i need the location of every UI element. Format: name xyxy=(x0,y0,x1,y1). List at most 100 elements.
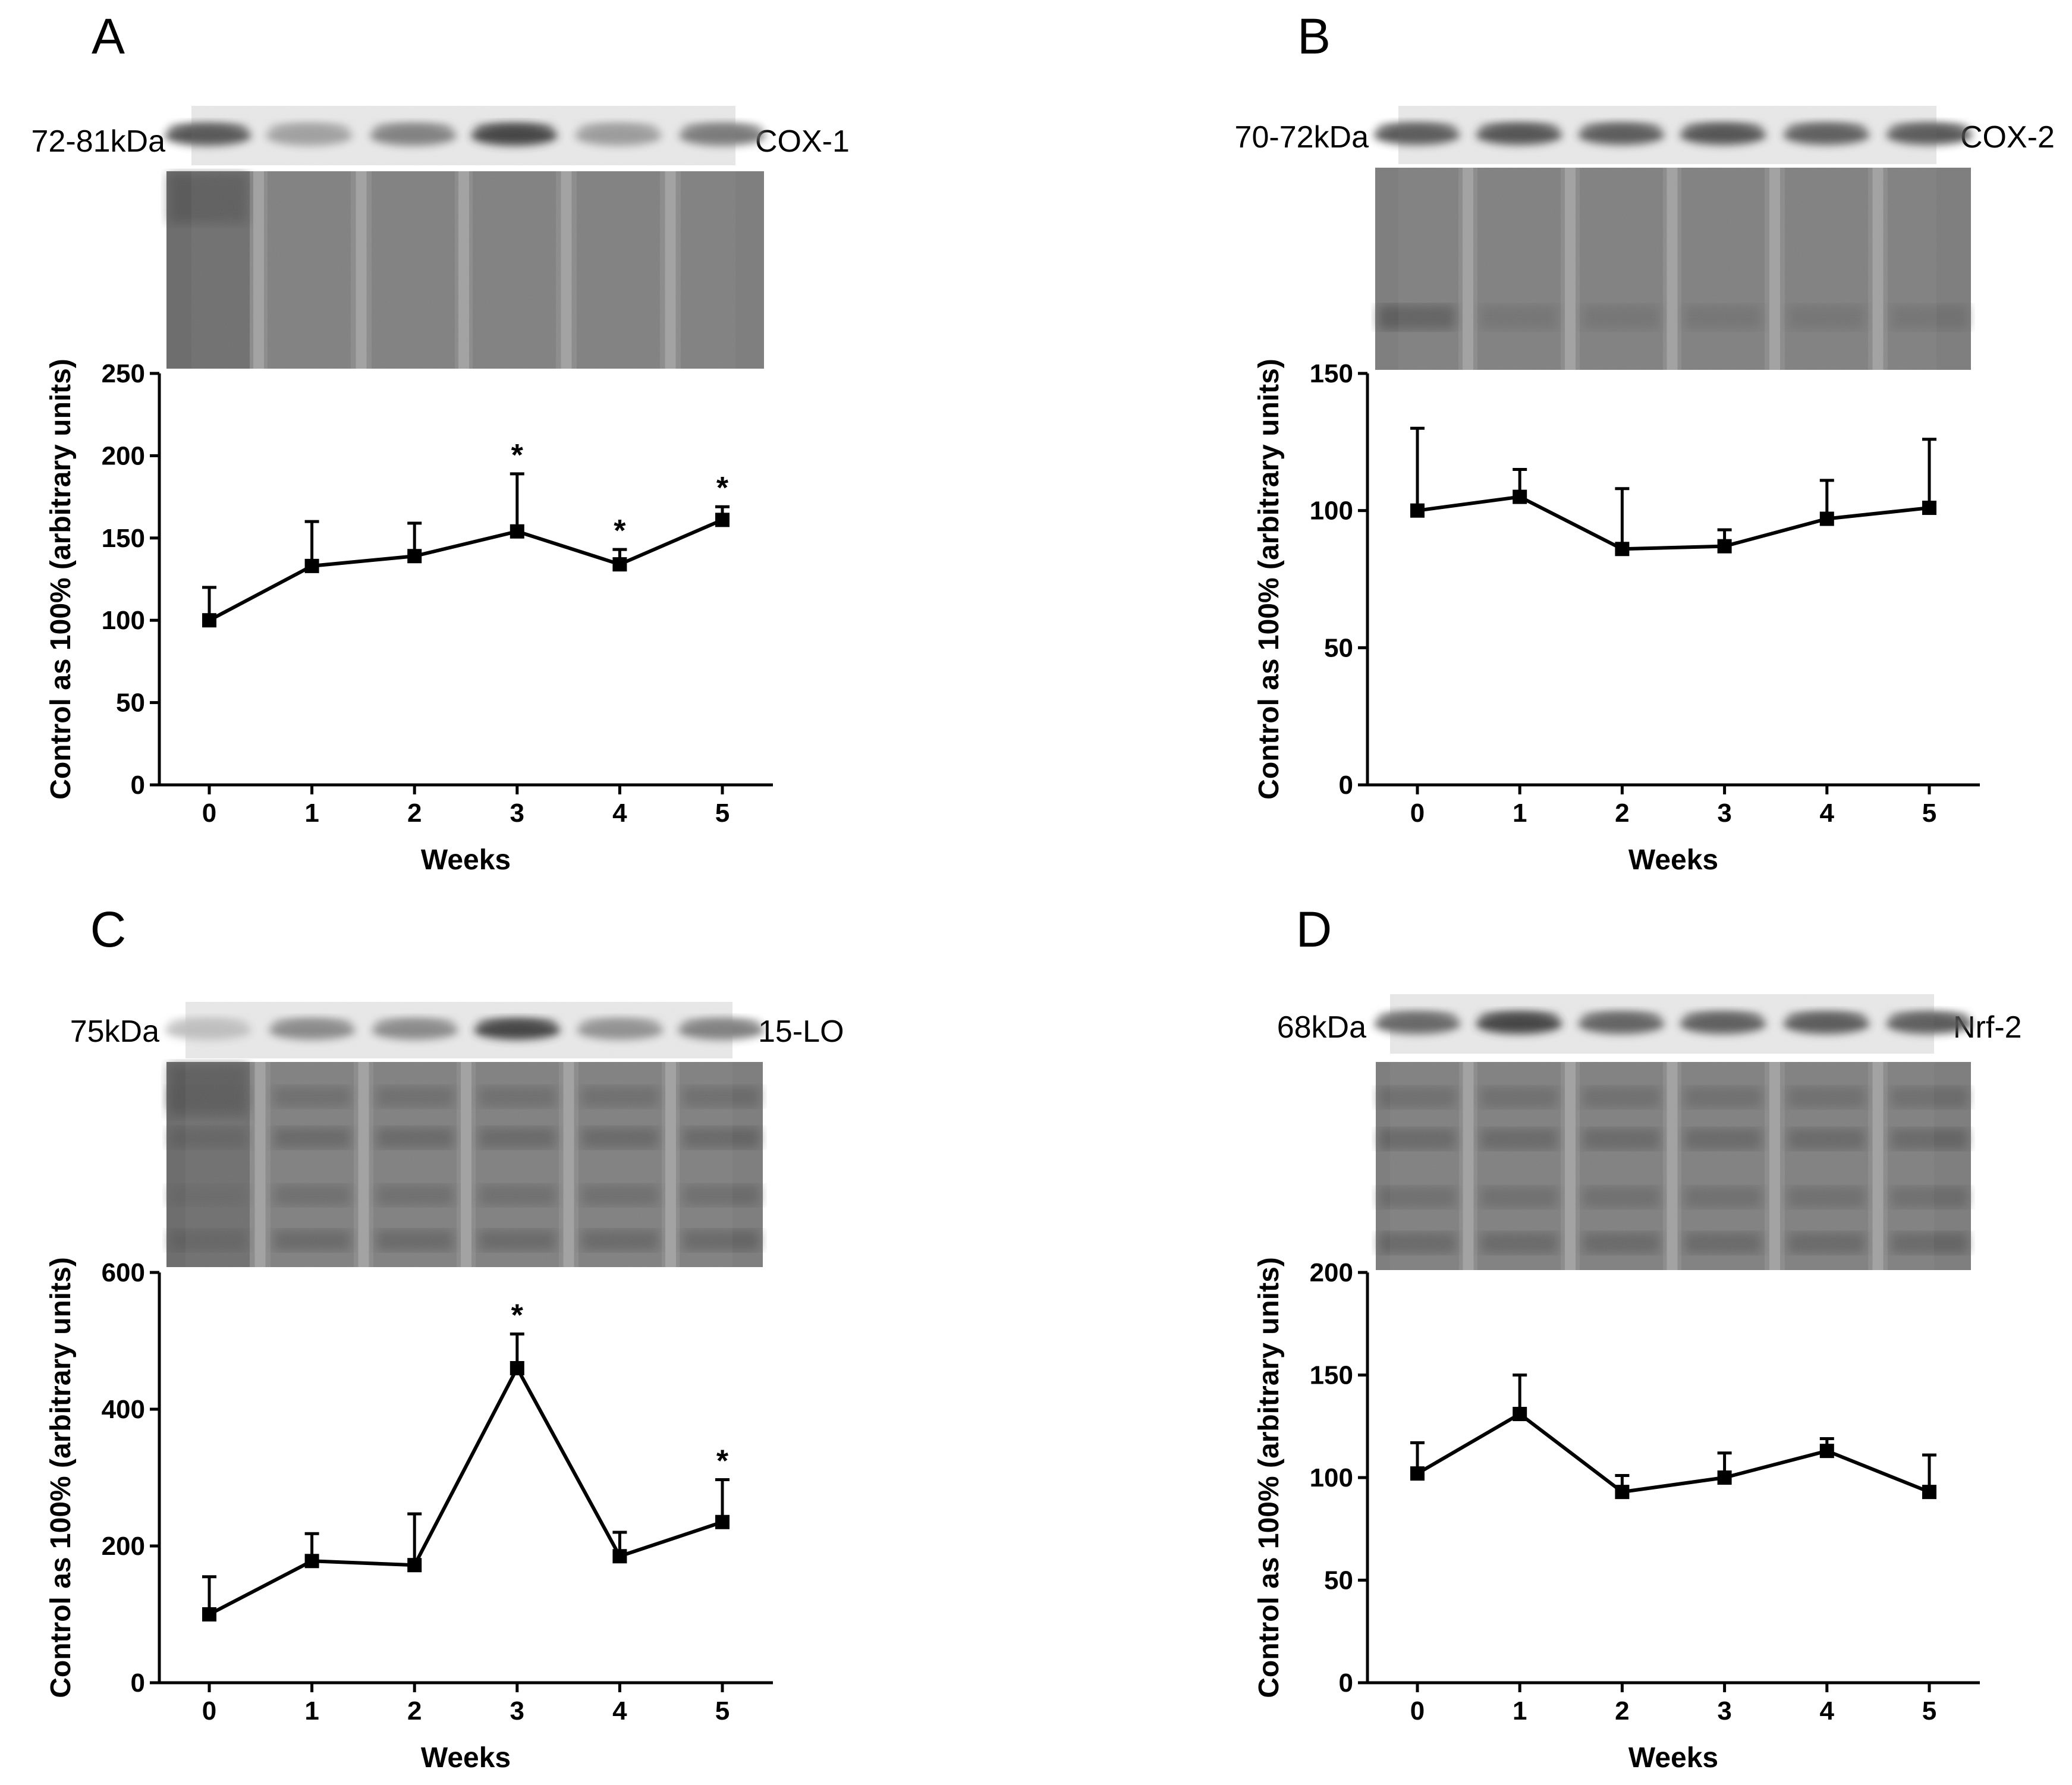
y-tick-label: 150 xyxy=(1310,359,1353,388)
x-tick-label: 3 xyxy=(510,799,524,828)
data-point xyxy=(202,613,216,628)
y-tick-label: 0 xyxy=(131,1668,145,1698)
data-point xyxy=(1513,1407,1527,1422)
kda-label: 70-72kDa xyxy=(1235,120,1369,155)
data-point xyxy=(510,1361,524,1375)
x-axis-title: Weeks xyxy=(421,1742,511,1774)
significance-asterisk: * xyxy=(614,514,626,548)
western-blot-bands xyxy=(1373,106,1973,164)
x-tick-label: 0 xyxy=(202,1696,216,1726)
data-point xyxy=(1922,501,1936,516)
loading-control-stain xyxy=(166,171,764,369)
panel-b: B 70-72kDa COX-2 0 50 100 150 0 1 2 3 4 5 Weeks Contro… xyxy=(1235,8,2055,876)
y-tick-label: 100 xyxy=(102,606,145,635)
y-tick-label: 50 xyxy=(116,689,145,718)
loading-control-stain xyxy=(1376,1062,1971,1270)
blot-grain xyxy=(185,1002,732,1058)
data-point xyxy=(715,1514,730,1529)
y-tick-label: 200 xyxy=(1310,1258,1353,1287)
y-axis-title: Control as 100% (arbitrary units) xyxy=(1253,1257,1285,1698)
y-tick-label: 0 xyxy=(1339,1668,1353,1698)
y-tick-label: 100 xyxy=(1310,1463,1353,1492)
x-tick-label: 5 xyxy=(1922,1696,1936,1726)
y-axis-title: Control as 100% (arbitrary units) xyxy=(45,359,77,800)
protein-label: 15-LO xyxy=(758,1014,844,1049)
x-tick-label: 2 xyxy=(407,799,422,828)
x-tick-label: 2 xyxy=(1615,1696,1629,1726)
blot-grain xyxy=(191,106,735,165)
y-tick-label: 100 xyxy=(1310,496,1353,526)
y-tick-label: 200 xyxy=(102,441,145,470)
x-tick-label: 0 xyxy=(1410,1696,1425,1726)
kda-label: 68kDa xyxy=(1277,1010,1366,1045)
x-tick-label: 5 xyxy=(715,799,730,828)
data-point xyxy=(510,524,524,539)
x-axis-title: Weeks xyxy=(1628,844,1718,876)
x-tick-label: 4 xyxy=(1820,799,1835,828)
line-chart: 0 200 400 600 0 1 2 3 4 5 Weeks Control as 100% (ar… xyxy=(45,1257,773,1774)
significance-asterisk: * xyxy=(511,1299,524,1333)
western-blot-bands xyxy=(1374,994,1973,1054)
x-tick-label: 1 xyxy=(1513,1696,1527,1726)
stain-grain xyxy=(191,171,735,369)
significance-asterisk: * xyxy=(716,471,729,505)
y-tick-label: 50 xyxy=(1324,1566,1353,1595)
data-point xyxy=(1615,1485,1630,1500)
y-tick-label: 0 xyxy=(1339,771,1353,800)
series-line xyxy=(208,1364,723,1616)
data-point xyxy=(612,557,627,572)
data-point xyxy=(1819,1444,1834,1459)
y-tick-label: 250 xyxy=(102,359,145,388)
data-point xyxy=(1513,489,1527,504)
data-point xyxy=(1410,1466,1425,1481)
blot-grain xyxy=(1398,106,1936,164)
data-point xyxy=(1922,1485,1936,1500)
data-point xyxy=(202,1607,216,1621)
kda-label: 72-81kDa xyxy=(32,124,166,159)
data-point xyxy=(1615,542,1630,557)
x-tick-label: 4 xyxy=(612,799,627,828)
series-line xyxy=(1417,495,1930,551)
data-point xyxy=(1717,1470,1732,1485)
data-point xyxy=(304,1554,319,1569)
y-axis-title: Control as 100% (arbitrary units) xyxy=(1253,359,1285,800)
data-point xyxy=(612,1549,627,1564)
data-point xyxy=(407,549,422,564)
x-tick-label: 3 xyxy=(510,1696,524,1726)
y-tick-label: 150 xyxy=(1310,1361,1353,1390)
x-tick-label: 3 xyxy=(1717,799,1731,828)
x-tick-label: 1 xyxy=(304,799,319,828)
blot-grain xyxy=(1390,994,1934,1054)
panel-letter: D xyxy=(1296,901,1332,957)
x-tick-label: 3 xyxy=(1717,1696,1731,1726)
stain-grain xyxy=(1390,1062,1934,1270)
x-tick-label: 0 xyxy=(1410,799,1425,828)
significance-asterisk: * xyxy=(716,1444,729,1478)
data-point xyxy=(304,558,319,573)
x-tick-label: 5 xyxy=(715,1696,730,1726)
data-point xyxy=(1717,539,1732,554)
loading-control-stain xyxy=(1375,168,1971,370)
panel-letter: A xyxy=(92,8,125,64)
x-axis-title: Weeks xyxy=(421,844,511,876)
line-chart: 0 50 100 150 0 1 2 3 4 5 Weeks Control as 100% (arb… xyxy=(1253,359,1980,876)
protein-label: COX-2 xyxy=(1960,120,2055,155)
y-tick-label: 150 xyxy=(102,524,145,553)
data-point xyxy=(407,1558,422,1573)
line-chart: 0 50 100 150 200 250 0 1 2 3 4 5 Weeks Control as 100… xyxy=(45,359,773,876)
data-point xyxy=(715,513,730,527)
stain-grain xyxy=(1398,168,1936,370)
x-tick-label: 5 xyxy=(1922,799,1936,828)
data-point xyxy=(1819,511,1834,526)
y-tick-label: 600 xyxy=(102,1258,145,1287)
line-chart: 0 50 100 150 200 0 1 2 3 4 5 Weeks Control as 100% (… xyxy=(1253,1257,1980,1774)
series-line xyxy=(1416,1412,1930,1494)
x-tick-label: 1 xyxy=(304,1696,319,1726)
y-tick-label: 200 xyxy=(102,1532,145,1561)
y-tick-label: 400 xyxy=(102,1395,145,1424)
panel-a: A 72-81kDa COX-1 0 50 100 150 200 250 0 1 2 3 4 5 Weeks… xyxy=(32,8,850,876)
western-blot-bands xyxy=(165,106,766,165)
x-tick-label: 4 xyxy=(1820,1696,1835,1726)
